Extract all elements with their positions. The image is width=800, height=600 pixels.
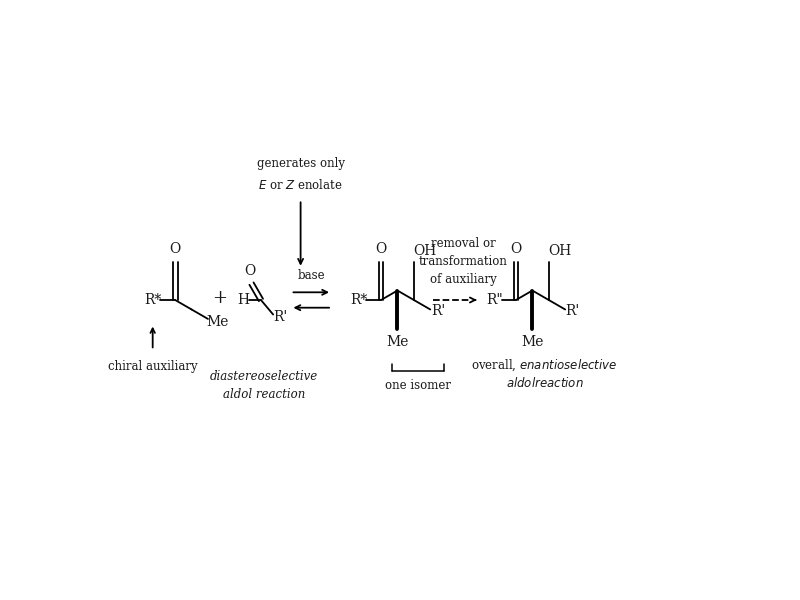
Text: R*: R* <box>144 293 162 307</box>
Text: O: O <box>375 242 386 256</box>
Text: OH: OH <box>548 244 571 258</box>
Text: of auxiliary: of auxiliary <box>430 273 497 286</box>
Text: R': R' <box>566 304 580 318</box>
Text: generates only: generates only <box>257 157 345 170</box>
Text: +: + <box>212 289 227 307</box>
Text: O: O <box>510 242 522 256</box>
Text: aldol reaction: aldol reaction <box>223 388 306 401</box>
Text: overall, $\it{enantioselective}$: overall, $\it{enantioselective}$ <box>471 358 618 373</box>
Text: transformation: transformation <box>419 255 508 268</box>
Text: $\it{E}$ or $\it{Z}$ enolate: $\it{E}$ or $\it{Z}$ enolate <box>258 178 343 191</box>
Text: chiral auxiliary: chiral auxiliary <box>108 361 198 373</box>
Text: R*: R* <box>350 293 367 307</box>
Text: diastereoselective: diastereoselective <box>210 370 318 383</box>
Text: H: H <box>238 293 250 307</box>
Text: one isomer: one isomer <box>385 379 451 392</box>
Text: R': R' <box>274 310 288 325</box>
Text: removal or: removal or <box>431 237 496 250</box>
Text: Me: Me <box>206 315 229 329</box>
Text: O: O <box>244 263 255 278</box>
Text: Me: Me <box>386 335 409 349</box>
Text: O: O <box>170 242 181 256</box>
Text: $\it{aldol reaction}$: $\it{aldol reaction}$ <box>506 376 584 390</box>
Text: OH: OH <box>413 244 436 258</box>
Text: base: base <box>298 269 325 281</box>
Text: R': R' <box>431 304 445 318</box>
Text: R": R" <box>486 293 503 307</box>
Text: Me: Me <box>521 335 543 349</box>
